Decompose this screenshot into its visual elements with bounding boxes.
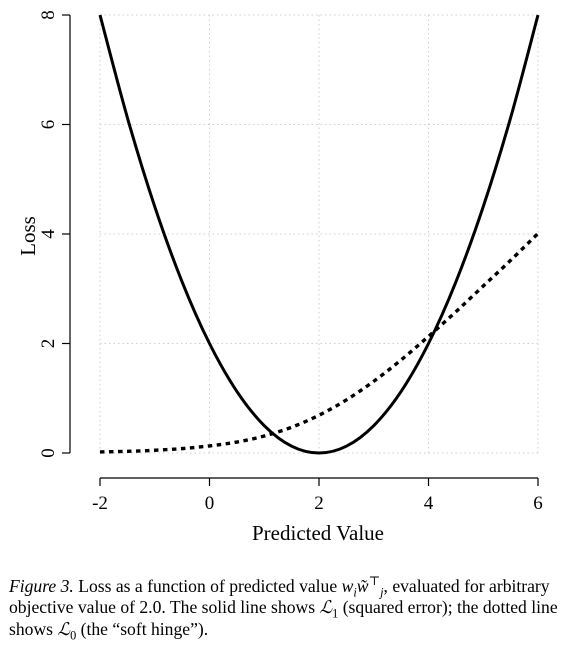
x-axis-label: Predicted Value [252,521,384,545]
y-tick-label-1: 2 [38,339,59,349]
series-line-solid [98,14,540,455]
caption-loss0-symbol: ℒ [57,620,71,640]
caption-text-end: (the “soft hinge”). [80,619,209,639]
caption-figure-label: Figure 3. [9,576,74,596]
y-axis-label: Loss [16,216,40,256]
series-line-dotted [99,232,540,454]
y-tick-label-2: 4 [38,229,59,239]
x-tick-label-0: -2 [92,493,108,514]
tick-labels: -2 0 2 4 6 0 2 4 6 8 [38,10,543,514]
math-transpose-symbol: ⊤ [368,574,381,589]
caption-text-middle: (squared error); the dotted line shows [9,597,558,639]
math-w-symbol: w [341,576,354,596]
caption-math-w: wiw̃⊤j [341,574,384,599]
math-w-subscript: i [353,585,357,600]
y-tick-label-3: 6 [38,120,59,130]
grid-lines [99,14,539,454]
caption-text-before-math: Loss as a function of predicted value [78,576,338,596]
x-tick-label-1: 0 [205,493,215,514]
math-wtilde-symbol: w̃ [356,576,369,596]
caption-text-after-math: , evaluated for arbitrary objective valu… [9,576,550,617]
caption-loss1-symbol: ℒ [319,598,333,618]
caption-loss1-subscript: 1 [332,606,339,621]
axes [62,14,539,486]
math-wtilde-subscript: j [380,585,384,600]
caption-loss0-subscript: 0 [70,628,77,643]
figure-caption: Figure 3. Loss as a function of predicte… [9,574,564,643]
x-tick-label-2: 2 [314,493,324,514]
x-tick-label-3: 4 [424,493,434,514]
y-tick-label-0: 0 [38,448,59,458]
y-tick-label-4: 8 [38,10,59,20]
data-series [98,14,540,455]
loss-chart: -2 0 2 4 6 0 2 4 6 8 Predicted Value Loss [16,10,543,545]
x-tick-label-4: 6 [533,493,543,514]
